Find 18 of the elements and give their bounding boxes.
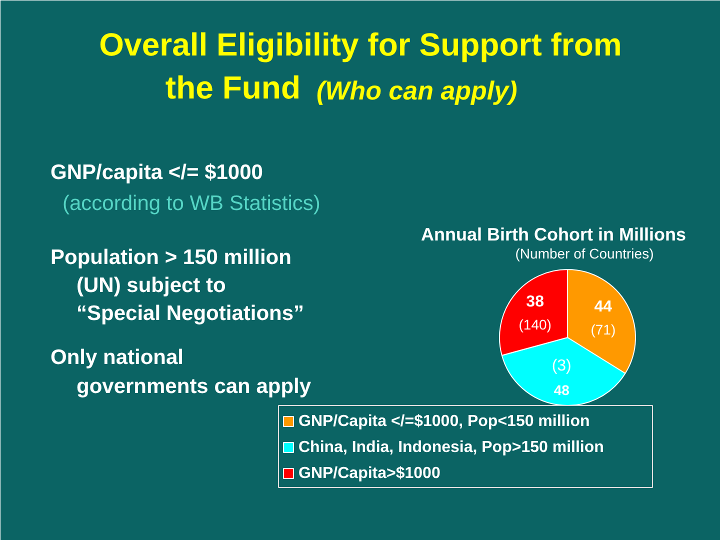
text: Only national (50, 346, 184, 369)
text: “Special Negotiations” (76, 302, 304, 325)
text: (UN) subject to (76, 274, 226, 297)
text: (according to WB Statistics) (62, 192, 320, 215)
data-label: 44 (71) (590, 298, 616, 338)
text: the Fund (165, 70, 300, 106)
text: Population > 150 million (50, 246, 292, 269)
chart-title: Annual Birth Cohort in Millions (421, 224, 686, 244)
data-label: 38 (140) (518, 294, 552, 333)
text: Overall Eligibility for Support from (99, 26, 622, 62)
chart-subtitle: (Number of Countries) (515, 246, 654, 262)
text: (Who can apply) (316, 76, 518, 106)
legend-label: GNP/Capita>$1000 (298, 465, 440, 482)
legend-label: China, India, Indonesia, Pop>150 million (298, 439, 604, 456)
text: governments can apply (76, 375, 312, 398)
data-label: (3) 48 (552, 357, 572, 398)
text: GNP/capita </= $1000 (50, 161, 263, 184)
legend-label: GNP/Capita </=$1000, Pop<150 million (298, 413, 590, 430)
